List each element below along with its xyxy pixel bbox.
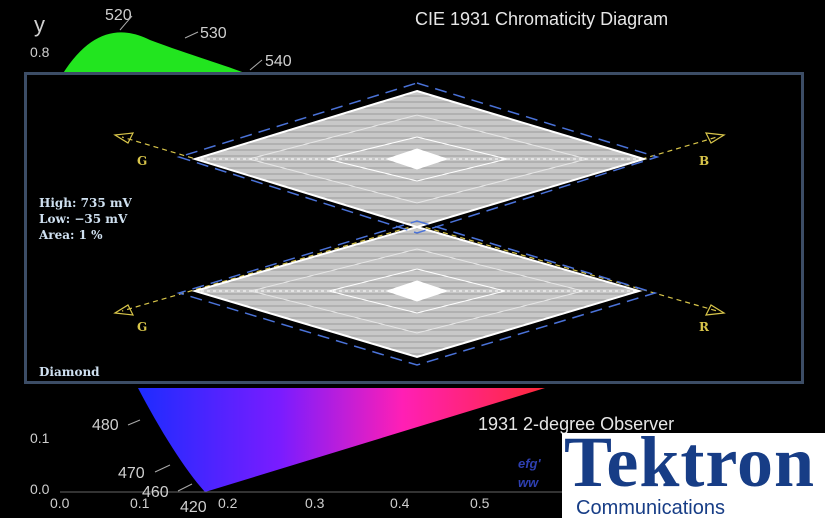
wavelength-label: 530	[200, 25, 227, 42]
spectral-locus-green	[62, 32, 250, 75]
cie-title: CIE 1931 Chromaticity Diagram	[415, 9, 668, 29]
diamond-display-panel: G B G R High: 735 mV Low: −35 mV Area: 1…	[24, 72, 804, 384]
wavelength-label: 540	[265, 53, 292, 70]
wavelength-label: 480	[92, 417, 119, 434]
x-tick: 0.4	[390, 495, 410, 511]
wavelength-label: 460	[142, 484, 169, 501]
wavelength-label: 520	[105, 7, 132, 24]
display-mode-label: Diamond	[39, 365, 100, 379]
readout-high: High: 735 mV	[39, 196, 132, 210]
axis-label-top-left: G	[137, 154, 147, 168]
axis-label-bottom-right: R	[699, 320, 710, 334]
arrow-heads	[113, 132, 726, 316]
y-tick: 0.0	[30, 481, 50, 497]
logo-tagline: Communications	[576, 497, 725, 518]
readout-low: Low: −35 mV	[39, 212, 128, 226]
x-tick: 0.2	[218, 495, 238, 511]
spectral-locus-blue	[138, 388, 545, 492]
graticule-limits	[176, 82, 660, 366]
axis-label-bottom-left: G	[137, 320, 147, 334]
x-tick: 0.0	[50, 495, 70, 511]
cie-subtitle: 1931 2-degree Observer	[478, 414, 674, 434]
axis-label-top-right: B	[699, 154, 709, 168]
y-tick: 0.1	[30, 430, 50, 446]
tektronix-logo: Tektron Communications	[562, 433, 825, 518]
wavelength-label: 470	[118, 465, 145, 482]
url-fragment: efg'	[518, 456, 541, 471]
x-tick: 0.3	[305, 495, 325, 511]
measurement-readout: High: 735 mV Low: −35 mV Area: 1 %	[39, 195, 132, 243]
readout-area: Area: 1 %	[39, 228, 103, 242]
url-fragment: ww	[518, 475, 539, 490]
diamond-graticule: G B G R	[113, 82, 726, 366]
x-tick: 0.5	[470, 495, 490, 511]
logo-wordmark: Tektron	[564, 433, 816, 502]
x-tick: 0.1	[130, 495, 150, 511]
wavelength-label: 420	[180, 499, 207, 516]
y-axis-letter: y	[34, 12, 45, 37]
y-tick: 0.8	[30, 44, 50, 60]
